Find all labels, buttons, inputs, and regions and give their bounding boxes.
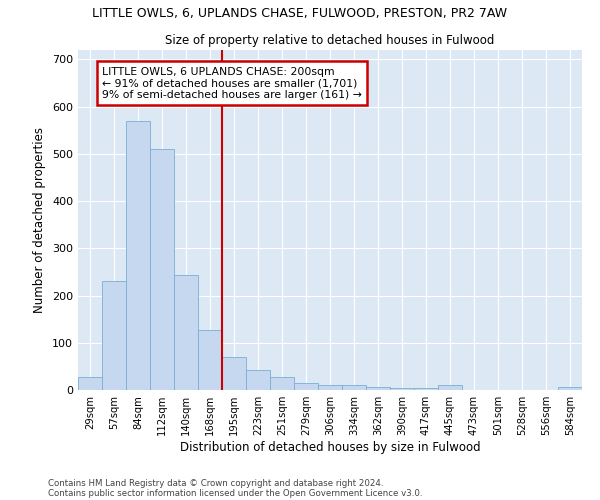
Bar: [414, 388, 438, 390]
Bar: [390, 388, 414, 390]
Bar: [150, 149, 174, 390]
Bar: [270, 378, 294, 390]
Y-axis label: Number of detached properties: Number of detached properties: [34, 127, 46, 313]
Bar: [126, 121, 150, 390]
Bar: [102, 282, 126, 390]
Bar: [198, 330, 222, 390]
Bar: [342, 386, 366, 390]
Title: Size of property relative to detached houses in Fulwood: Size of property relative to detached ho…: [166, 34, 494, 48]
Text: LITTLE OWLS, 6 UPLANDS CHASE: 200sqm
← 91% of detached houses are smaller (1,701: LITTLE OWLS, 6 UPLANDS CHASE: 200sqm ← 9…: [102, 66, 362, 100]
Text: LITTLE OWLS, 6, UPLANDS CHASE, FULWOOD, PRESTON, PR2 7AW: LITTLE OWLS, 6, UPLANDS CHASE, FULWOOD, …: [92, 8, 508, 20]
Text: Contains public sector information licensed under the Open Government Licence v3: Contains public sector information licen…: [48, 488, 422, 498]
X-axis label: Distribution of detached houses by size in Fulwood: Distribution of detached houses by size …: [179, 441, 481, 454]
Bar: [366, 386, 390, 390]
Bar: [438, 386, 462, 390]
Bar: [222, 357, 246, 390]
Bar: [318, 386, 342, 390]
Bar: [294, 383, 318, 390]
Bar: [78, 378, 102, 390]
Bar: [558, 386, 582, 390]
Text: Contains HM Land Registry data © Crown copyright and database right 2024.: Contains HM Land Registry data © Crown c…: [48, 478, 383, 488]
Bar: [246, 370, 270, 390]
Bar: [174, 275, 198, 390]
